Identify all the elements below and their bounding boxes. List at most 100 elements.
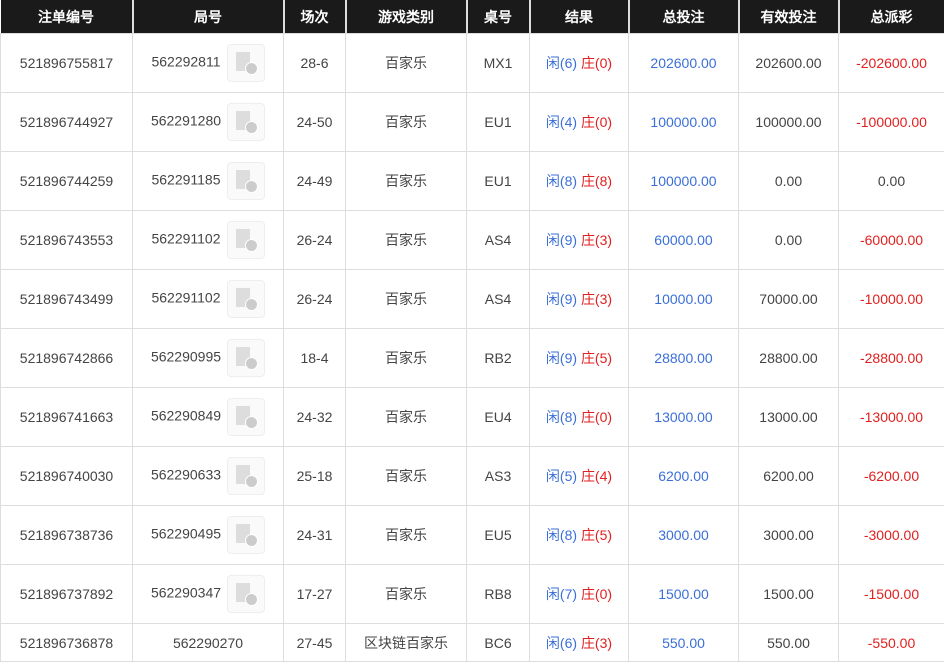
column-header: 桌号 [466,0,531,34]
video-replay-icon[interactable] [227,339,266,377]
valid-bet: 1500.00 [738,564,839,624]
video-replay-icon[interactable] [227,575,266,613]
payout: -100000.00 [838,92,944,152]
banker-result: 庄(3) [580,232,613,248]
banker-result: 庄(3) [580,634,613,651]
bet-id: 521896742866 [0,328,133,388]
banker-result: 庄(5) [580,527,613,543]
bet-id: 521896738736 [0,505,133,565]
video-replay-icon[interactable] [227,398,266,436]
round-cell: 562291102 [132,210,284,270]
total-bet: 6200.00 [628,446,739,506]
video-replay-icon[interactable] [227,103,266,141]
table-row: 521896738736 562290495 24-31 百家乐 EU5 闲(8) 庄(5… [0,505,944,565]
round-id: 562291102 [151,230,221,247]
session: 26-24 [283,210,346,270]
round-cell: 562290495 [132,505,284,565]
bet-id: 521896737892 [0,564,133,624]
payout: 0.00 [838,151,944,211]
session: 24-50 [283,92,346,152]
total-bet: 60000.00 [628,210,739,270]
payout: -28800.00 [838,328,944,388]
banker-result: 庄(0) [580,409,613,425]
payout: -6200.00 [838,446,944,506]
video-replay-icon[interactable] [227,457,266,495]
valid-bet: 202600.00 [738,33,839,93]
round-cell: 562290633 [132,446,284,506]
valid-bet: 0.00 [738,151,839,211]
player-result: 闲(7) [545,586,578,602]
banker-result: 庄(3) [580,291,613,307]
session: 24-32 [283,387,346,447]
column-header: 局号 [132,0,285,34]
table-row: 521896743553 562291102 26-24 百家乐 AS4 闲(9) 庄(3… [0,210,944,270]
valid-bet: 0.00 [738,210,839,270]
video-replay-icon[interactable] [226,280,265,318]
game-type: 百家乐 [345,33,467,93]
valid-bet: 13000.00 [738,387,839,447]
video-replay-icon[interactable] [226,221,265,259]
round-id: 562291102 [151,289,221,306]
round-cell: 562291185 [132,151,284,211]
bet-id: 521896744259 [0,151,133,211]
game-type: 百家乐 [345,92,467,152]
column-header: 有效投注 [738,0,840,34]
video-replay-icon[interactable] [227,516,266,554]
player-result: 闲(8) [545,409,578,425]
table-row: 521896736878 562290270 27-45 区块链百家乐 BC6 闲(6) … [0,623,944,662]
video-replay-icon[interactable] [226,162,265,200]
column-header: 总投注 [628,0,740,34]
game-type: 百家乐 [345,210,467,270]
total-bet: 100000.00 [628,92,739,152]
round-id: 562290849 [150,407,222,424]
total-bet: 202600.00 [628,33,739,93]
result: 闲(6) 庄(3) [529,623,629,662]
game-type: 百家乐 [345,564,467,624]
bet-id: 521896755817 [0,33,133,93]
session: 18-4 [283,328,346,388]
result: 闲(8) 庄(0) [529,387,629,447]
banker-result: 庄(0) [580,55,613,71]
player-result: 闲(8) [545,527,578,543]
player-result: 闲(8) [545,173,578,189]
round-id: 562290270 [172,634,244,651]
table-id: BC6 [466,623,530,662]
player-result: 闲(9) [545,291,578,307]
payout: -1500.00 [838,564,944,624]
payout: -202600.00 [838,33,944,93]
column-header: 总派彩 [838,0,944,34]
table-id: AS3 [466,446,530,506]
round-id: 562290995 [150,348,222,365]
result: 闲(4) 庄(0) [529,92,629,152]
game-type: 区块链百家乐 [345,623,467,662]
result: 闲(6) 庄(0) [529,33,629,93]
banker-result: 庄(0) [580,586,613,602]
round-id: 562292811 [151,53,221,70]
banker-result: 庄(5) [580,350,613,366]
total-bet: 10000.00 [628,269,739,329]
table-row: 521896740030 562290633 25-18 百家乐 AS3 闲(5) 庄(4… [0,446,944,506]
session: 24-49 [283,151,346,211]
payout: -10000.00 [838,269,944,329]
table-row: 521896737892 562290347 17-27 百家乐 RB8 闲(7) 庄(0… [0,564,944,624]
player-result: 闲(9) [545,350,578,366]
total-bet: 550.00 [628,623,739,662]
session: 27-45 [283,623,346,662]
result: 闲(9) 庄(5) [529,328,629,388]
total-bet: 3000.00 [628,505,739,565]
video-replay-icon[interactable] [226,44,265,82]
player-result: 闲(5) [545,468,578,484]
column-header: 游戏类别 [345,0,468,34]
table-id: MX1 [466,33,530,93]
valid-bet: 6200.00 [738,446,839,506]
session: 26-24 [283,269,346,329]
result: 闲(9) 庄(3) [529,210,629,270]
session: 17-27 [283,564,346,624]
valid-bet: 70000.00 [738,269,839,329]
payout: -550.00 [838,623,944,662]
payout: -60000.00 [838,210,944,270]
game-type: 百家乐 [345,446,467,506]
total-bet: 13000.00 [628,387,739,447]
result: 闲(8) 庄(8) [529,151,629,211]
